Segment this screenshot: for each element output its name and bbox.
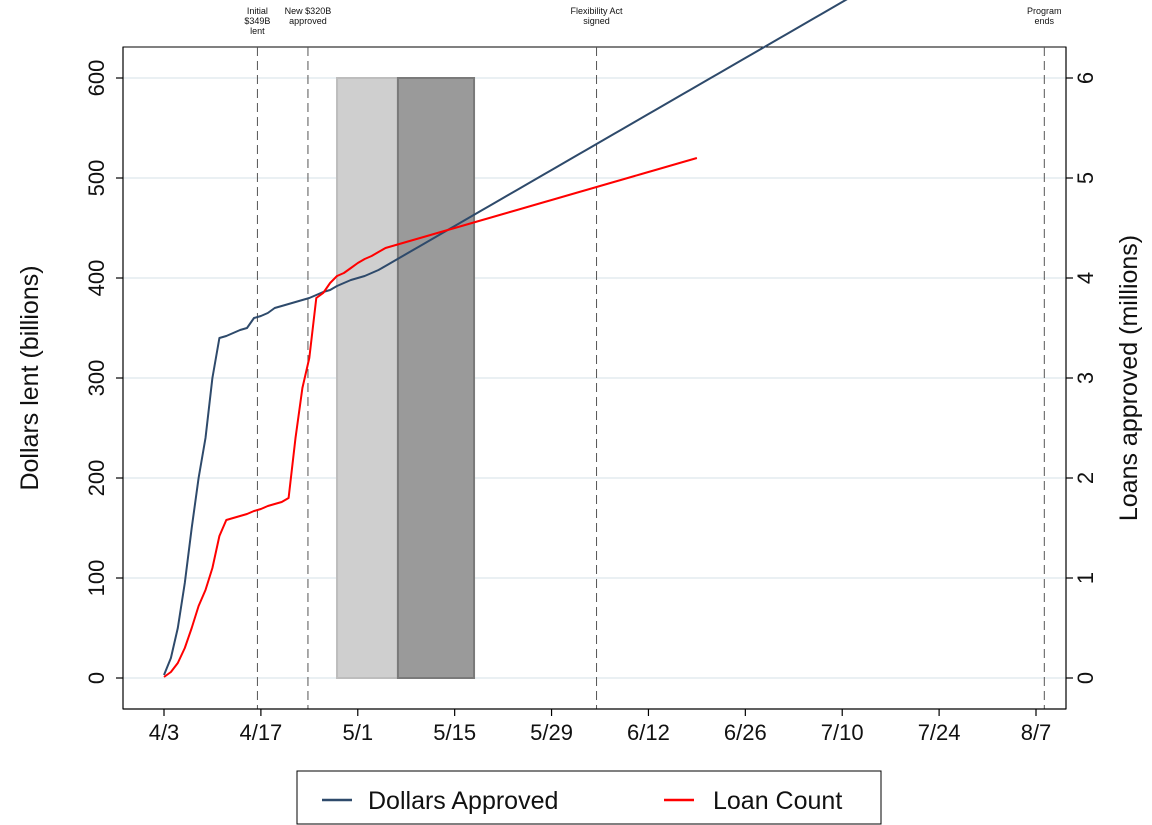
y-axis-right-ticks: 0 1 2 3 4 5 6 <box>1066 72 1098 684</box>
y2-tick-label: 5 <box>1073 172 1098 184</box>
x-axis: 4/3 4/17 5/1 5/15 5/29 6/12 6/26 7/10 7/24 8/7 <box>123 708 1066 745</box>
event-label-line: lent <box>250 26 265 36</box>
legend-label-dollars-approved: Dollars Approved <box>368 787 558 815</box>
x-tick-label: 6/12 <box>627 720 670 745</box>
legend-label-loan-count: Loan Count <box>713 787 842 815</box>
y-tick-label: 500 <box>84 160 109 197</box>
series-line-dollars-approved <box>163 0 848 676</box>
y-axis-right-title: Loans approved (millions) <box>1115 235 1143 521</box>
y2-tick-label: 1 <box>1073 572 1098 584</box>
gridlines <box>123 77 1066 679</box>
x-tick-label: 4/3 <box>149 720 180 745</box>
shaded-periods <box>336 77 476 679</box>
y-tick-label: 300 <box>84 360 109 397</box>
y-axis-left: 0 100 200 300 400 500 600 Dollars lent (billio… <box>16 47 124 709</box>
event-label-line: approved <box>289 16 327 26</box>
event-label-line: New $320B <box>285 6 332 16</box>
y2-tick-label: 4 <box>1073 272 1098 284</box>
event-label: Flexibility Act signed <box>571 6 624 26</box>
legend-box <box>296 770 882 825</box>
x-tick-label: 5/29 <box>530 720 573 745</box>
x-tick-label: 5/1 <box>342 720 373 745</box>
event-label-line: signed <box>583 16 610 26</box>
x-tick-label: 7/24 <box>918 720 961 745</box>
y-tick-label: 400 <box>84 260 109 297</box>
event-label-line: ends <box>1035 16 1055 26</box>
shaded-period-dark <box>396 77 476 679</box>
y-axis-left-ticks: 0 100 200 300 400 500 600 <box>84 60 123 684</box>
y-axis-right: 0 1 2 3 4 5 6 Loans approved (millions) <box>1065 47 1143 709</box>
y2-tick-label: 3 <box>1073 372 1098 384</box>
legend: Dollars Approved Loan Count <box>296 770 882 825</box>
y-tick-label: 200 <box>84 460 109 497</box>
event-lines <box>256 47 1045 709</box>
event-label-line: Initial <box>247 6 268 16</box>
event-label-line: Program <box>1027 6 1062 16</box>
y-tick-label: 600 <box>84 60 109 97</box>
y2-tick-label: 0 <box>1073 672 1098 684</box>
event-label-line: Flexibility Act <box>571 6 624 16</box>
y-axis-left-title: Dollars lent (billions) <box>16 265 44 490</box>
y2-tick-label: 6 <box>1073 72 1098 84</box>
plot-region <box>122 0 1067 710</box>
event-label: Initial $349B lent <box>244 6 270 36</box>
event-labels: Initial $349B lent New $320B approved Flexibi… <box>244 6 1061 36</box>
event-label: Program ends <box>1027 6 1062 26</box>
x-tick-label: 5/15 <box>433 720 476 745</box>
event-label: New $320B approved <box>285 6 332 26</box>
y-tick-label: 100 <box>84 560 109 597</box>
y-tick-label: 0 <box>84 672 109 684</box>
event-label-line: $349B <box>244 16 270 26</box>
x-tick-label: 4/17 <box>239 720 282 745</box>
x-tick-label: 8/7 <box>1021 720 1052 745</box>
y2-tick-label: 2 <box>1073 472 1098 484</box>
x-tick-label: 7/10 <box>821 720 864 745</box>
x-tick-label: 6/26 <box>724 720 767 745</box>
series-line-loan-count <box>163 157 698 678</box>
series-lines <box>163 0 848 678</box>
shaded-period-light <box>336 77 399 679</box>
x-axis-ticks: 4/3 4/17 5/1 5/15 5/29 6/12 6/26 7/10 7/24 8/7 <box>149 709 1052 745</box>
